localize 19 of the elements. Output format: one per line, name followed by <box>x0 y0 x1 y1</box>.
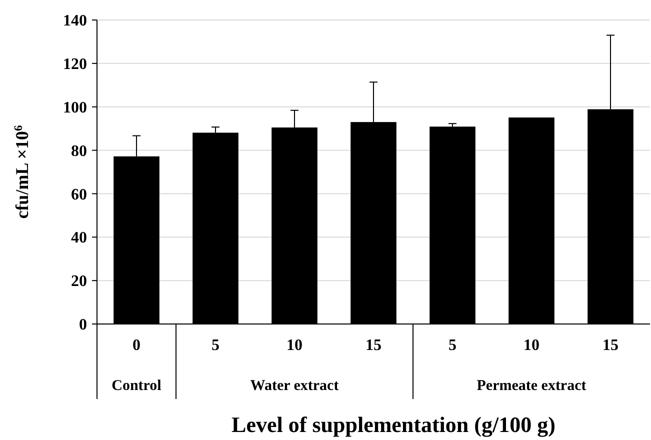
x-tick-label: 15 <box>366 337 382 354</box>
x-tick-label: 5 <box>448 337 456 354</box>
x-tick-label: 5 <box>212 337 220 354</box>
text: Control <box>112 378 162 394</box>
text: Permeate extract <box>476 378 586 394</box>
y-tick-label: 60 <box>71 186 87 204</box>
x-axis-title: Level of supplementation (g/100 g) <box>232 412 556 437</box>
y-tick-label: 100 <box>63 99 87 116</box>
y-tick-label: 0 <box>79 316 87 334</box>
y-tick-label: 20 <box>71 273 87 290</box>
y-tick-label: 140 <box>63 12 87 30</box>
y-tick-label: 80 <box>71 142 87 160</box>
x-tick-label: 10 <box>524 337 540 354</box>
y-tick-label: 40 <box>71 230 87 247</box>
x-tick-label: 15 <box>602 337 618 354</box>
x-tick-label: 0 <box>132 337 140 354</box>
x-tick-label: 10 <box>286 337 302 354</box>
y-tick-label: 120 <box>63 56 87 74</box>
text: Water extract <box>250 378 339 394</box>
